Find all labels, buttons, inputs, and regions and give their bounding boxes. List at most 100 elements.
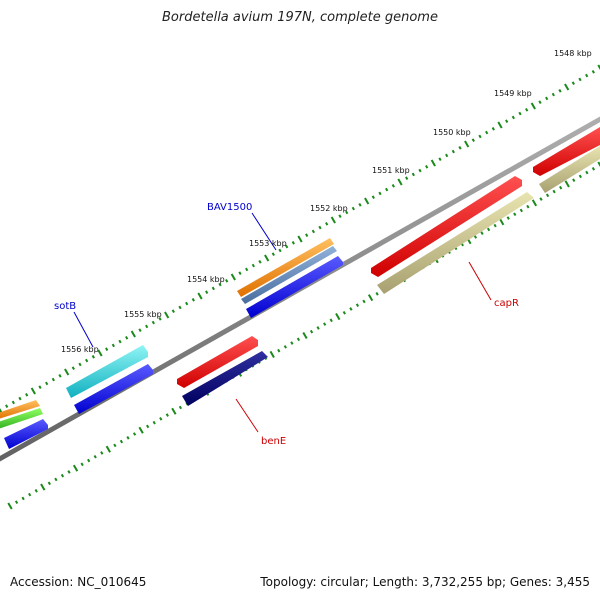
ruler-minor-tick <box>87 458 91 463</box>
ruler-major-tick <box>499 218 505 226</box>
ruler-minor-tick <box>11 400 15 405</box>
ruler-minor-tick <box>47 481 51 486</box>
ruler-minor-tick <box>145 324 149 329</box>
tick-label: 1554 kbp <box>187 275 225 284</box>
gene-blue-1[interactable] <box>246 256 343 318</box>
gene-bav1500-orange[interactable] <box>237 238 334 297</box>
ruler-minor-tick <box>60 473 65 478</box>
ruler-minor-tick <box>585 73 589 78</box>
ruler-minor-tick <box>146 424 150 429</box>
ruler-minor-tick <box>358 203 362 207</box>
ruler-minor-tick <box>545 193 550 198</box>
ruler-minor-tick <box>551 92 555 97</box>
ruler-minor-tick <box>338 214 342 218</box>
tick-label: 1551 kbp <box>372 166 410 175</box>
ruler-major-tick <box>530 102 536 110</box>
label-capr[interactable]: capR <box>494 298 519 309</box>
ruler-minor-tick <box>45 381 49 386</box>
gene-bene-red[interactable] <box>177 336 258 388</box>
ruler-minor-tick <box>538 100 542 104</box>
gene-red-topright[interactable] <box>533 127 600 176</box>
gene-sotb-cyan[interactable] <box>66 345 148 398</box>
ruler-minor-tick <box>485 130 489 135</box>
ruler-major-tick <box>40 483 46 491</box>
ruler-major-tick <box>171 407 177 415</box>
ruler-minor-tick <box>525 108 529 112</box>
ruler-minor-tick <box>111 343 115 348</box>
ruler-major-tick <box>64 368 70 376</box>
accession-text: Accession: NC_010645 <box>10 575 147 589</box>
gene-blue-2[interactable] <box>74 364 153 414</box>
ruler-minor-tick <box>418 168 422 173</box>
map-title: Bordetella avium 197N, complete genome <box>162 10 438 25</box>
ruler-minor-tick <box>385 187 389 192</box>
ruler-minor-tick <box>511 115 515 120</box>
ruler-minor-tick <box>205 290 209 294</box>
gene-orange-left[interactable] <box>0 400 40 420</box>
ruler-minor-tick <box>518 111 522 116</box>
ruler-minor-tick <box>225 279 229 283</box>
ruler-minor-tick <box>125 336 129 340</box>
label-sotb[interactable]: sotB <box>54 301 76 312</box>
ruler-minor-tick <box>258 260 262 264</box>
ruler-major-tick <box>531 199 538 207</box>
label-bene[interactable]: benE <box>261 436 286 447</box>
ruler-minor-tick <box>405 176 409 180</box>
gene-bav1500-steel[interactable] <box>241 246 337 304</box>
gene-capr-khaki[interactable] <box>377 192 534 294</box>
outer-ruler <box>0 64 600 414</box>
ruler-minor-tick <box>38 385 42 389</box>
ruler-minor-tick <box>271 252 275 256</box>
ruler-minor-tick <box>311 229 315 234</box>
genome-summary-text: Topology: circular; Length: 3,732,255 bp… <box>260 575 590 589</box>
tick-label: 1556 kbp <box>61 345 99 354</box>
ruler-major-tick <box>72 464 79 472</box>
ruler-major-tick <box>464 140 470 148</box>
ruler-major-tick <box>335 313 341 321</box>
ruler-minor-tick <box>152 420 156 425</box>
ruler-minor-tick <box>85 358 89 363</box>
callout-line-sotb <box>73 311 94 348</box>
label-bav1500[interactable]: BAV1500 <box>207 202 252 213</box>
ruler-minor-tick <box>559 185 563 190</box>
ruler-minor-tick <box>283 345 287 349</box>
ruler-minor-tick <box>291 241 295 245</box>
ruler-minor-tick <box>371 195 375 199</box>
ruler-major-tick <box>30 387 36 395</box>
ruler-minor-tick <box>290 341 294 345</box>
ruler-major-tick <box>597 64 600 71</box>
ruler-minor-tick <box>513 212 517 217</box>
ruler-minor-tick <box>323 322 327 326</box>
gene-capr-red[interactable] <box>371 176 522 277</box>
ruler-minor-tick <box>305 233 309 237</box>
ruler-minor-tick <box>378 191 382 196</box>
ruler-minor-tick <box>506 216 510 220</box>
ruler-minor-tick <box>445 153 449 158</box>
callout-line-bene <box>235 398 259 433</box>
ruler-minor-tick <box>100 451 104 455</box>
ruler-minor-tick <box>491 127 495 131</box>
ruler-minor-tick <box>578 174 582 179</box>
ruler-minor-tick <box>80 462 84 467</box>
ruler-major-tick <box>138 426 144 434</box>
ruler-tick-labels: 1548 kbp 1549 kbp 1550 kbp 1551 kbp 1552… <box>61 49 592 354</box>
gene-green-left[interactable] <box>0 408 43 430</box>
ruler-major-tick <box>597 161 600 167</box>
ruler-minor-tick <box>571 81 575 85</box>
ruler-minor-tick <box>28 492 32 497</box>
gene-blue-left[interactable] <box>4 419 48 449</box>
ruler-major-tick <box>7 502 13 510</box>
ruler-minor-tick <box>329 318 333 323</box>
ruler-minor-tick <box>451 149 455 154</box>
ruler-major-tick <box>564 180 570 188</box>
ruler-major-tick <box>397 178 403 186</box>
ruler-minor-tick <box>526 204 530 209</box>
gene-navy[interactable] <box>182 351 268 406</box>
ruler-minor-tick <box>355 303 360 307</box>
ruler-minor-tick <box>277 348 281 353</box>
gene-khaki-topright[interactable] <box>539 146 600 193</box>
ruler-minor-tick <box>480 231 484 235</box>
ruler-minor-tick <box>159 417 163 421</box>
ruler-minor-tick <box>391 184 395 188</box>
